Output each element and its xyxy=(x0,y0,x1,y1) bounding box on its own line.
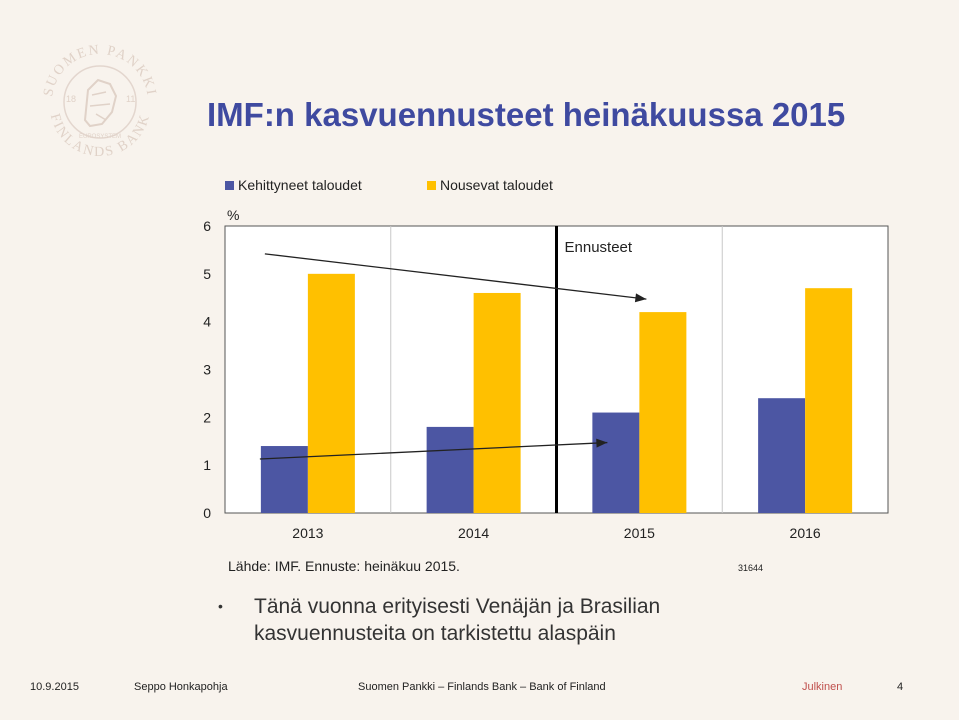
footer-page: 4 xyxy=(897,681,904,693)
bar-emerging xyxy=(805,288,853,513)
legend-item-emerging: Nousevat taloudet xyxy=(427,177,553,193)
trend-arrow-advanced-head xyxy=(596,438,608,448)
legend-swatch-advanced xyxy=(225,180,234,190)
y-tick-label: 6 xyxy=(203,218,211,234)
trend-arrow-advanced xyxy=(259,441,608,460)
seal-year-right: 11 xyxy=(126,94,135,104)
bar-advanced xyxy=(758,398,806,513)
y-tick-label: 4 xyxy=(203,314,211,330)
bar-emerging xyxy=(639,312,687,513)
bar-emerging xyxy=(307,273,355,513)
bank-seal-logo: SUOMEN PANKKI FINLANDS BANK 18 11 EUROSY… xyxy=(41,43,156,160)
bullet-dot: • xyxy=(218,598,223,614)
bar-advanced xyxy=(592,412,640,513)
x-tick-label: 2016 xyxy=(790,525,821,541)
legend-label-emerging: Nousevat taloudet xyxy=(440,177,553,193)
bar-emerging xyxy=(473,292,521,513)
y-tick-label: 1 xyxy=(203,457,211,473)
source-note: Lähde: IMF. Ennuste: heinäkuu 2015. xyxy=(228,558,460,574)
legend-item-advanced: Kehittyneet taloudet xyxy=(225,177,362,193)
x-tick-label: 2015 xyxy=(624,525,655,541)
slide-title: IMF:n kasvuennusteet heinäkuussa 2015 xyxy=(207,96,846,133)
bullet-text: Tänä vuonna erityisesti Venäjän ja Brasi… xyxy=(254,595,661,645)
footer-classification: Julkinen xyxy=(802,681,843,693)
chart-code: 31644 xyxy=(738,563,764,573)
y-tick-label: 0 xyxy=(203,505,211,521)
seal-year-left: 18 xyxy=(66,94,76,104)
legend-label-advanced: Kehittyneet taloudet xyxy=(238,177,362,193)
legend-swatch-emerging xyxy=(427,180,436,190)
bullet-point: • Tänä vuonna erityisesti Venäjän ja Bra… xyxy=(218,593,794,647)
x-tick-label: 2013 xyxy=(292,525,323,541)
footer-date: 10.9.2015 xyxy=(30,681,79,693)
trend-arrow-emerging-head xyxy=(634,293,647,303)
y-tick-label: 3 xyxy=(203,362,211,378)
seal-eurosystem: EUROSYSTEM xyxy=(79,134,121,140)
y-tick-label: 5 xyxy=(203,266,211,282)
y-axis-label: % xyxy=(227,207,239,223)
bar-advanced xyxy=(260,446,308,513)
forecast-annotation: Ennusteet xyxy=(565,239,633,256)
trend-arrow-emerging xyxy=(264,253,647,300)
bar-advanced xyxy=(426,426,474,513)
y-tick-label: 2 xyxy=(203,409,211,425)
footer-author: Seppo Honkapohja xyxy=(134,681,228,693)
footer-org: Suomen Pankki – Finlands Bank – Bank of … xyxy=(358,681,606,693)
x-tick-label: 2014 xyxy=(458,525,489,541)
